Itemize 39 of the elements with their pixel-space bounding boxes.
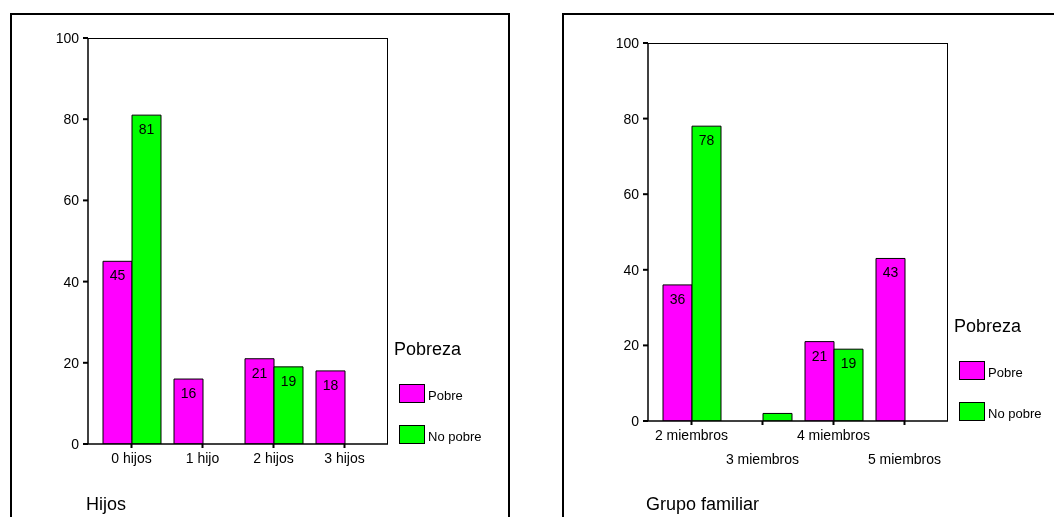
- y-tick-label: 100: [55, 29, 80, 46]
- y-tick-label: 100: [615, 34, 640, 51]
- x-tick-label: 5 miembros: [867, 450, 942, 467]
- data-label: 19: [280, 372, 297, 389]
- x-axis-title: Hijos: [86, 493, 127, 515]
- data-label: 21: [251, 364, 268, 381]
- data-label: 78: [698, 132, 715, 149]
- data-label: 45: [109, 267, 126, 284]
- data-label: 81: [138, 121, 155, 138]
- y-tick-label: 0: [71, 435, 80, 452]
- y-tick-label: 40: [63, 273, 80, 290]
- x-tick-label: 2 miembros: [654, 426, 729, 443]
- data-label: 21: [811, 347, 828, 364]
- x-tick-label: 3 miembros: [725, 450, 800, 467]
- data-label: 19: [840, 355, 857, 372]
- y-tick-label: 60: [63, 192, 80, 209]
- legend-label: No pobre: [988, 406, 1042, 421]
- y-tick-label: 20: [623, 337, 640, 354]
- data-label: 16: [180, 385, 197, 402]
- y-tick-label: 60: [623, 186, 640, 203]
- x-tick-label: 2 hijos: [253, 449, 294, 466]
- y-tick-label: 0: [631, 412, 640, 429]
- x-axis-title: Grupo familiar: [646, 493, 760, 515]
- x-tick-label: 1 hijo: [185, 449, 220, 466]
- data-label: 18: [322, 376, 339, 393]
- x-tick-label: 3 hijos: [324, 449, 365, 466]
- y-tick-label: 80: [623, 110, 640, 127]
- legend-title: Pobreza: [394, 338, 463, 360]
- data-label: 36: [669, 290, 686, 307]
- legend-label: No pobre: [428, 429, 482, 444]
- x-tick-label: 4 miembros: [796, 426, 871, 443]
- y-tick-label: 80: [63, 111, 80, 128]
- legend-label: Pobre: [428, 388, 463, 403]
- data-label: 43: [882, 264, 899, 281]
- legend-title: Pobreza: [954, 315, 1023, 337]
- x-tick-label: 0 hijos: [111, 449, 152, 466]
- y-tick-label: 40: [623, 261, 640, 278]
- y-tick-label: 20: [63, 354, 80, 371]
- legend-label: Pobre: [988, 365, 1023, 380]
